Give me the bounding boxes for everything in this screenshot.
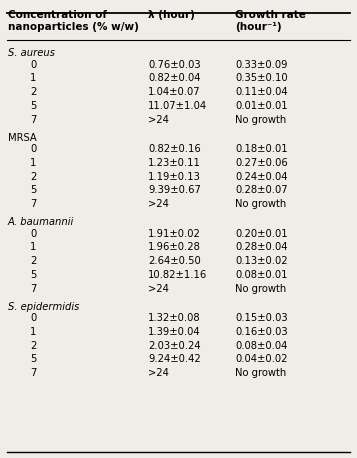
Text: MRSA: MRSA [8, 132, 37, 142]
Text: 2: 2 [30, 87, 36, 97]
Text: No growth: No growth [235, 199, 286, 209]
Text: 0.15±0.03: 0.15±0.03 [235, 313, 288, 323]
Text: >24: >24 [148, 368, 169, 378]
Text: No growth: No growth [235, 368, 286, 378]
Text: 0: 0 [30, 229, 36, 239]
Text: S. aureus: S. aureus [8, 48, 55, 58]
Text: No growth: No growth [235, 284, 286, 294]
Text: 1.96±0.28: 1.96±0.28 [148, 242, 201, 252]
Text: 0.76±0.03: 0.76±0.03 [148, 60, 201, 70]
Text: 1: 1 [30, 327, 36, 337]
Text: 0: 0 [30, 60, 36, 70]
Text: 2: 2 [30, 341, 36, 351]
Text: 5: 5 [30, 101, 36, 111]
Text: λ (hour): λ (hour) [148, 10, 195, 20]
Text: 1: 1 [30, 242, 36, 252]
Text: 0.82±0.16: 0.82±0.16 [148, 144, 201, 154]
Text: 7: 7 [30, 284, 36, 294]
Text: 1.23±0.11: 1.23±0.11 [148, 158, 201, 168]
Text: 0: 0 [30, 313, 36, 323]
Text: 0.35±0.10: 0.35±0.10 [235, 73, 288, 83]
Text: 0.28±0.07: 0.28±0.07 [235, 185, 288, 196]
Text: 7: 7 [30, 114, 36, 125]
Text: 0.08±0.04: 0.08±0.04 [235, 341, 287, 351]
Text: 2: 2 [30, 172, 36, 182]
Text: 7: 7 [30, 199, 36, 209]
Text: 2: 2 [30, 256, 36, 266]
Text: 0.28±0.04: 0.28±0.04 [235, 242, 287, 252]
Text: 0.27±0.06: 0.27±0.06 [235, 158, 288, 168]
Text: 0.13±0.02: 0.13±0.02 [235, 256, 288, 266]
Text: 0.04±0.02: 0.04±0.02 [235, 354, 287, 365]
Text: 9.39±0.67: 9.39±0.67 [148, 185, 201, 196]
Text: 2.03±0.24: 2.03±0.24 [148, 341, 201, 351]
Text: 0.16±0.03: 0.16±0.03 [235, 327, 288, 337]
Text: 0.82±0.04: 0.82±0.04 [148, 73, 201, 83]
Text: 1.39±0.04: 1.39±0.04 [148, 327, 201, 337]
Text: 0.24±0.04: 0.24±0.04 [235, 172, 287, 182]
Text: 1.19±0.13: 1.19±0.13 [148, 172, 201, 182]
Text: 1: 1 [30, 158, 36, 168]
Text: >24: >24 [148, 114, 169, 125]
Text: A. baumannii: A. baumannii [8, 217, 74, 227]
Text: 0.08±0.01: 0.08±0.01 [235, 270, 287, 280]
Text: 0.20±0.01: 0.20±0.01 [235, 229, 288, 239]
Text: Growth rate
(hour⁻¹): Growth rate (hour⁻¹) [235, 10, 306, 32]
Text: 1.04±0.07: 1.04±0.07 [148, 87, 201, 97]
Text: 1.32±0.08: 1.32±0.08 [148, 313, 201, 323]
Text: 2.64±0.50: 2.64±0.50 [148, 256, 201, 266]
Text: No growth: No growth [235, 114, 286, 125]
Text: 5: 5 [30, 354, 36, 365]
Text: 7: 7 [30, 368, 36, 378]
Text: >24: >24 [148, 284, 169, 294]
Text: 11.07±1.04: 11.07±1.04 [148, 101, 207, 111]
Text: 0.11±0.04: 0.11±0.04 [235, 87, 288, 97]
Text: Concentration of
nanoparticles (% w/w): Concentration of nanoparticles (% w/w) [8, 10, 139, 32]
Text: 5: 5 [30, 185, 36, 196]
Text: 10.82±1.16: 10.82±1.16 [148, 270, 207, 280]
Text: 0.01±0.01: 0.01±0.01 [235, 101, 288, 111]
Text: 0: 0 [30, 144, 36, 154]
Text: >24: >24 [148, 199, 169, 209]
Text: 9.24±0.42: 9.24±0.42 [148, 354, 201, 365]
Text: 0.18±0.01: 0.18±0.01 [235, 144, 288, 154]
Text: 0.33±0.09: 0.33±0.09 [235, 60, 287, 70]
Text: S. epidermidis: S. epidermidis [8, 301, 79, 311]
Text: 1: 1 [30, 73, 36, 83]
Text: 5: 5 [30, 270, 36, 280]
Text: 1.91±0.02: 1.91±0.02 [148, 229, 201, 239]
